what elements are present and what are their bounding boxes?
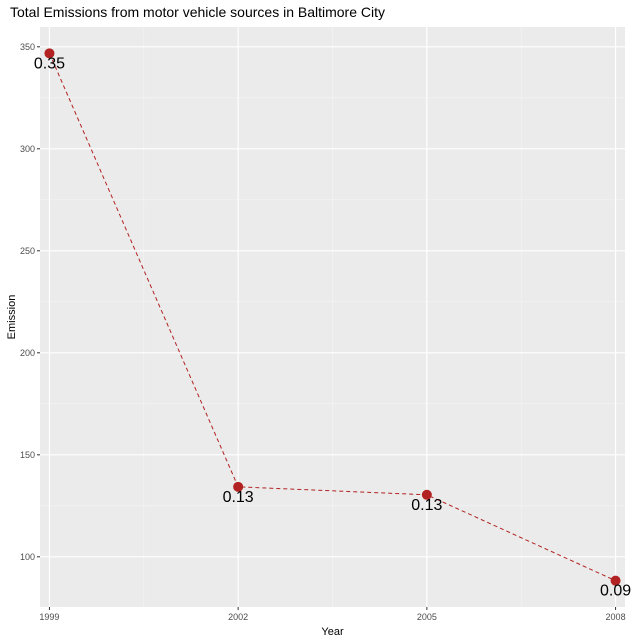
- series-layer: 0.35 0.13 0.13 0.09: [34, 48, 631, 600]
- y-axis-title: Emission: [6, 295, 18, 340]
- data-label: 0.09: [600, 583, 631, 600]
- minor-gridlines: [40, 27, 625, 607]
- x-tick-label: 1999: [39, 612, 59, 622]
- data-point: [233, 481, 244, 492]
- y-tick-label: 300: [20, 144, 35, 154]
- data-point: [421, 489, 432, 500]
- axis-ticks: 1999 2002 2005 2008 100 150 200 250 300 350: [20, 42, 626, 622]
- data-point: [610, 575, 621, 586]
- y-tick-label: 150: [20, 450, 35, 460]
- y-tick-label: 250: [20, 246, 35, 256]
- y-tick-label: 200: [20, 348, 35, 358]
- data-point: [44, 48, 55, 59]
- x-tick-label: 2008: [606, 612, 626, 622]
- x-tick-label: 2005: [417, 612, 437, 622]
- y-tick-label: 350: [20, 42, 35, 52]
- major-gridlines: [40, 27, 625, 607]
- y-tick-label: 100: [20, 552, 35, 562]
- series-line: [48, 53, 616, 582]
- x-tick-label: 2002: [228, 612, 248, 622]
- data-label: 0.35: [34, 55, 65, 72]
- x-axis-title: Year: [321, 626, 344, 638]
- data-label: 0.13: [223, 489, 254, 506]
- data-label: 0.13: [411, 497, 442, 514]
- chart-title: Total Emissions from motor vehicle sourc…: [10, 4, 386, 20]
